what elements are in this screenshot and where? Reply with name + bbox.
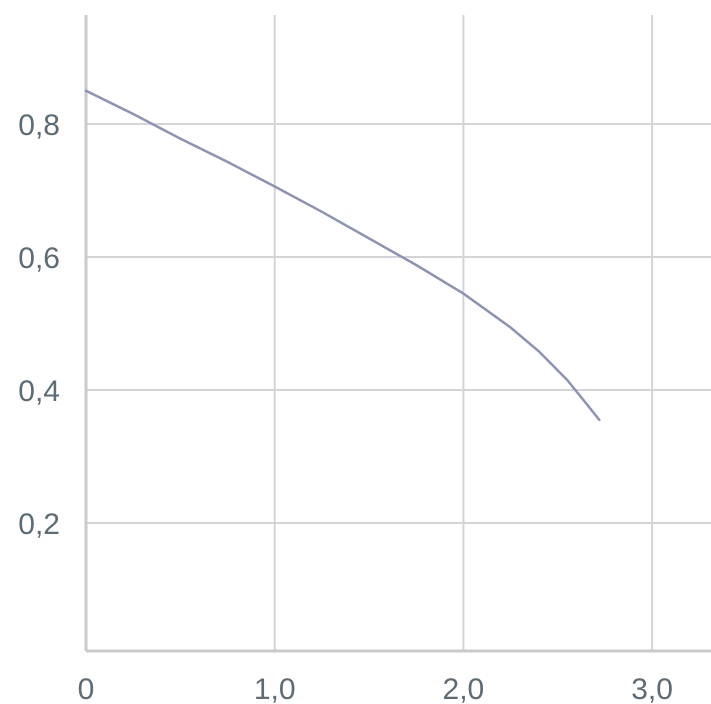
- y-tick-label-2: 0,6: [18, 242, 60, 275]
- tick-labels: 0 1,0 2,0 3,0 0,2 0,4 0,6 0,8: [18, 109, 673, 704]
- y-tick-label-1: 0,4: [18, 375, 60, 408]
- grid-lines: [86, 15, 711, 651]
- x-tick-label-1: 1,0: [254, 673, 296, 704]
- y-tick-label-3: 0,8: [18, 109, 60, 142]
- x-tick-label-0: 0: [78, 673, 95, 704]
- y-tick-label-0: 0,2: [18, 508, 60, 541]
- axes: [84, 15, 711, 653]
- x-tick-label-2: 2,0: [443, 673, 485, 704]
- series-line-0: [84, 89, 601, 422]
- x-tick-label-3: 3,0: [631, 673, 673, 704]
- series-layer: [84, 89, 601, 422]
